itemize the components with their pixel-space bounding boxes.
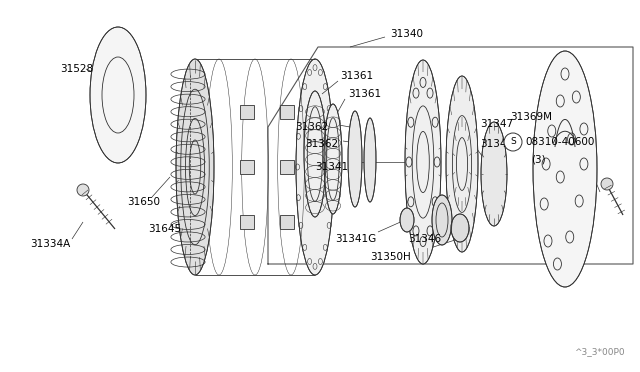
Text: 31369M: 31369M <box>510 112 552 122</box>
Text: 31334A: 31334A <box>30 239 70 249</box>
Text: 31650: 31650 <box>127 197 160 207</box>
Bar <box>240 160 254 174</box>
Text: 31347: 31347 <box>480 119 513 129</box>
Text: 08310-40600: 08310-40600 <box>525 137 595 147</box>
Text: 31350H: 31350H <box>370 252 411 262</box>
Bar <box>280 105 294 119</box>
Ellipse shape <box>405 60 441 264</box>
Text: 31341G: 31341G <box>335 234 376 244</box>
Text: ^3_3*00P0: ^3_3*00P0 <box>574 347 625 356</box>
Text: 31341: 31341 <box>315 162 348 172</box>
Bar <box>280 160 294 174</box>
Ellipse shape <box>601 178 613 190</box>
Bar <box>240 105 254 119</box>
Ellipse shape <box>533 51 597 287</box>
Text: 31340: 31340 <box>390 29 423 39</box>
Ellipse shape <box>296 59 334 275</box>
Text: 31362: 31362 <box>305 139 338 149</box>
Ellipse shape <box>446 76 478 252</box>
Text: (3): (3) <box>531 155 546 165</box>
Text: 31528: 31528 <box>60 64 93 74</box>
Text: 31645: 31645 <box>148 224 181 234</box>
Ellipse shape <box>77 184 89 196</box>
Ellipse shape <box>432 195 452 245</box>
Ellipse shape <box>400 208 414 232</box>
Bar <box>280 215 294 229</box>
Text: 31362: 31362 <box>295 122 328 132</box>
Text: 31346: 31346 <box>408 234 441 244</box>
Ellipse shape <box>176 59 214 275</box>
Text: 31361: 31361 <box>340 71 373 81</box>
Circle shape <box>504 133 522 151</box>
Ellipse shape <box>481 122 507 226</box>
Text: 31361: 31361 <box>348 89 381 99</box>
Ellipse shape <box>364 118 376 202</box>
Text: 31348: 31348 <box>480 139 513 149</box>
Ellipse shape <box>304 91 326 217</box>
Bar <box>240 215 254 229</box>
Text: S: S <box>510 138 516 147</box>
Ellipse shape <box>348 111 362 207</box>
Ellipse shape <box>324 104 342 214</box>
Ellipse shape <box>451 214 469 242</box>
Ellipse shape <box>90 27 146 163</box>
